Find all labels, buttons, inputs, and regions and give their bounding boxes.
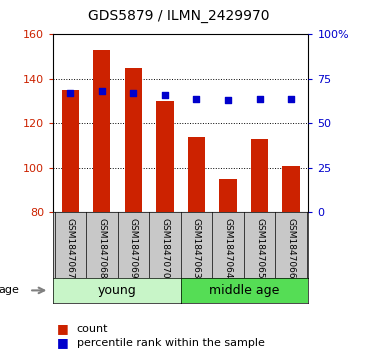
Bar <box>188 137 205 212</box>
Point <box>130 90 136 96</box>
Text: GSM1847068: GSM1847068 <box>97 217 106 278</box>
Text: GSM1847064: GSM1847064 <box>223 217 233 278</box>
Point <box>162 92 168 98</box>
Text: ■: ■ <box>57 322 68 335</box>
Point <box>193 95 199 101</box>
Text: GSM1847069: GSM1847069 <box>129 217 138 278</box>
Text: GSM1847070: GSM1847070 <box>160 217 169 278</box>
Text: middle age: middle age <box>210 284 280 297</box>
Bar <box>219 179 237 212</box>
Text: percentile rank within the sample: percentile rank within the sample <box>77 338 265 348</box>
Text: GDS5879 / ILMN_2429970: GDS5879 / ILMN_2429970 <box>88 9 270 23</box>
Text: young: young <box>97 284 136 297</box>
Text: GSM1847065: GSM1847065 <box>255 217 264 278</box>
Bar <box>283 166 300 212</box>
Bar <box>62 90 79 212</box>
Text: GSM1847066: GSM1847066 <box>287 217 296 278</box>
Bar <box>93 50 111 212</box>
Bar <box>125 68 142 212</box>
Bar <box>156 101 174 212</box>
Text: count: count <box>77 323 108 334</box>
Point <box>99 89 105 94</box>
Point <box>225 97 231 103</box>
Bar <box>251 139 268 212</box>
Point <box>257 95 262 101</box>
Text: ■: ■ <box>57 337 68 350</box>
Text: GSM1847063: GSM1847063 <box>192 217 201 278</box>
Text: age: age <box>0 285 19 295</box>
Point <box>288 95 294 101</box>
Text: GSM1847067: GSM1847067 <box>66 217 75 278</box>
Point <box>68 90 73 96</box>
